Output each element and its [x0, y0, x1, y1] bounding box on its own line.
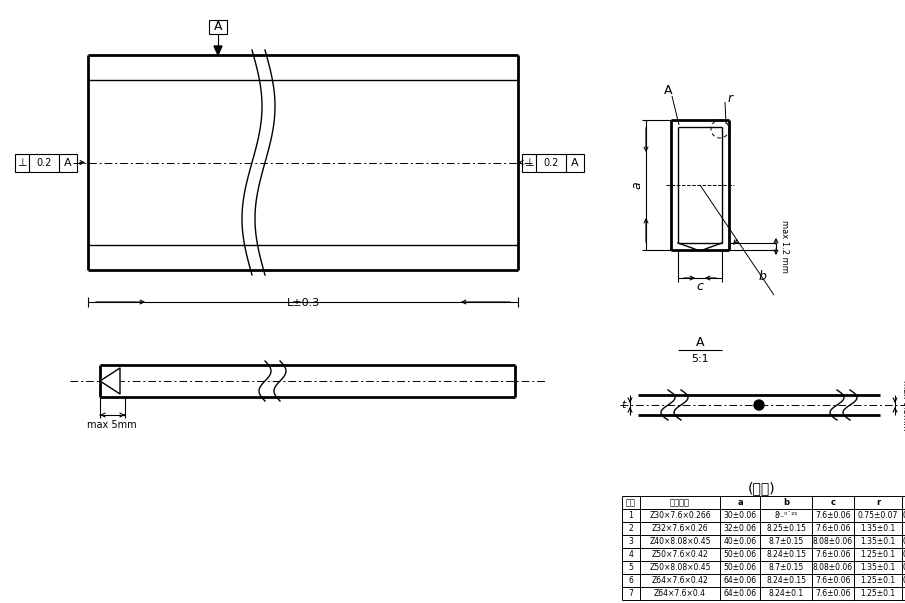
- Text: L±0.3: L±0.3: [286, 298, 319, 308]
- Text: max 5mm: max 5mm: [87, 420, 137, 430]
- Text: 7.6±0.06: 7.6±0.06: [815, 550, 851, 559]
- Text: 7.6±0.06: 7.6±0.06: [815, 576, 851, 585]
- Text: c: c: [697, 280, 703, 294]
- Text: 64±0.06: 64±0.06: [723, 576, 757, 585]
- Text: t: t: [621, 400, 625, 410]
- Text: Z40×8.08×0.45: Z40×8.08×0.45: [649, 537, 710, 546]
- Text: 0.45±0.012: 0.45±0.012: [902, 537, 905, 546]
- Bar: [15, 154, 77, 171]
- Circle shape: [754, 400, 764, 410]
- Text: 8ⁱ₋⁰˙²⁵: 8ⁱ₋⁰˙²⁵: [775, 511, 797, 520]
- Text: 0.75±0.07: 0.75±0.07: [858, 511, 898, 520]
- Text: Z50×8.08×0.45: Z50×8.08×0.45: [649, 563, 710, 572]
- Text: 50±0.06: 50±0.06: [723, 550, 757, 559]
- Polygon shape: [100, 368, 120, 394]
- Text: ⊥: ⊥: [17, 157, 27, 168]
- Text: Z64×7.6×0.42: Z64×7.6×0.42: [652, 576, 709, 585]
- Text: 3: 3: [629, 537, 633, 546]
- Text: A: A: [696, 335, 704, 349]
- Text: b: b: [783, 498, 789, 507]
- Text: 7.6±0.06: 7.6±0.06: [815, 511, 851, 520]
- Bar: [522, 154, 584, 171]
- Text: 1: 1: [629, 511, 633, 520]
- Text: 8.25±0.15: 8.25±0.15: [766, 524, 806, 533]
- Text: ⊥: ⊥: [524, 157, 534, 168]
- Text: A: A: [64, 157, 71, 168]
- Text: max 0.3mm: max 0.3mm: [900, 380, 905, 430]
- Text: Z30×7.6×0.266: Z30×7.6×0.266: [649, 511, 710, 520]
- Text: 1.35±0.1: 1.35±0.1: [861, 537, 896, 546]
- Text: 0.42±0.012: 0.42±0.012: [902, 550, 905, 559]
- Polygon shape: [214, 46, 222, 55]
- Text: max 1.2 mm: max 1.2 mm: [779, 220, 788, 273]
- Text: c: c: [831, 498, 835, 507]
- Text: 1.25±0.1: 1.25±0.1: [861, 550, 896, 559]
- Text: 7.6±0.06: 7.6±0.06: [815, 524, 851, 533]
- Text: 6: 6: [629, 576, 633, 585]
- Text: 40±0.06: 40±0.06: [723, 537, 757, 546]
- Text: Z64×7.6×0.4: Z64×7.6×0.4: [654, 589, 706, 598]
- Text: 8.24±0.1: 8.24±0.1: [768, 589, 804, 598]
- Text: 0.2: 0.2: [543, 157, 558, 168]
- Text: 0.2: 0.2: [36, 157, 52, 168]
- Text: a: a: [738, 498, 743, 507]
- Text: 1.25±0.1: 1.25±0.1: [861, 576, 896, 585]
- Text: 4: 4: [629, 550, 633, 559]
- Bar: [209, 20, 227, 34]
- Text: 8.7±0.15: 8.7±0.15: [768, 537, 804, 546]
- Text: (表一): (表一): [748, 481, 776, 495]
- Text: 0.266±0.01: 0.266±0.01: [902, 511, 905, 520]
- Text: 1.35±0.1: 1.35±0.1: [861, 524, 896, 533]
- Text: A: A: [571, 157, 579, 168]
- Text: a: a: [631, 181, 643, 189]
- Text: 1.35±0.1: 1.35±0.1: [861, 563, 896, 572]
- Text: 8.24±0.15: 8.24±0.15: [766, 576, 806, 585]
- Text: 1.25±0.1: 1.25±0.1: [861, 589, 896, 598]
- Text: 8.7±0.15: 8.7±0.15: [768, 563, 804, 572]
- Text: A: A: [214, 21, 223, 34]
- Text: A: A: [663, 83, 672, 96]
- Text: 30±0.06: 30±0.06: [723, 511, 757, 520]
- Text: 8.24±0.15: 8.24±0.15: [766, 550, 806, 559]
- Text: 32±0.06: 32±0.06: [723, 524, 757, 533]
- Text: 8.08±0.06: 8.08±0.06: [813, 537, 853, 546]
- Text: 外形尺寸: 外形尺寸: [670, 498, 690, 507]
- Text: 8.08±0.06: 8.08±0.06: [813, 563, 853, 572]
- Text: 番号: 番号: [626, 498, 636, 507]
- Text: b: b: [758, 271, 766, 283]
- Text: 0.45±0.012: 0.45±0.012: [902, 563, 905, 572]
- Text: 5:1: 5:1: [691, 354, 709, 364]
- Text: 50±0.06: 50±0.06: [723, 563, 757, 572]
- Text: 5: 5: [629, 563, 633, 572]
- Text: Z50×7.6×0.42: Z50×7.6×0.42: [652, 550, 709, 559]
- Text: r: r: [728, 92, 732, 104]
- Text: 7.6±0.06: 7.6±0.06: [815, 589, 851, 598]
- Text: 0.42±0.025: 0.42±0.025: [902, 576, 905, 585]
- Text: 7: 7: [629, 589, 633, 598]
- Text: Z32×7.6×0.26: Z32×7.6×0.26: [652, 524, 709, 533]
- Text: 64±0.06: 64±0.06: [723, 589, 757, 598]
- Text: r: r: [876, 498, 881, 507]
- Text: 2: 2: [629, 524, 633, 533]
